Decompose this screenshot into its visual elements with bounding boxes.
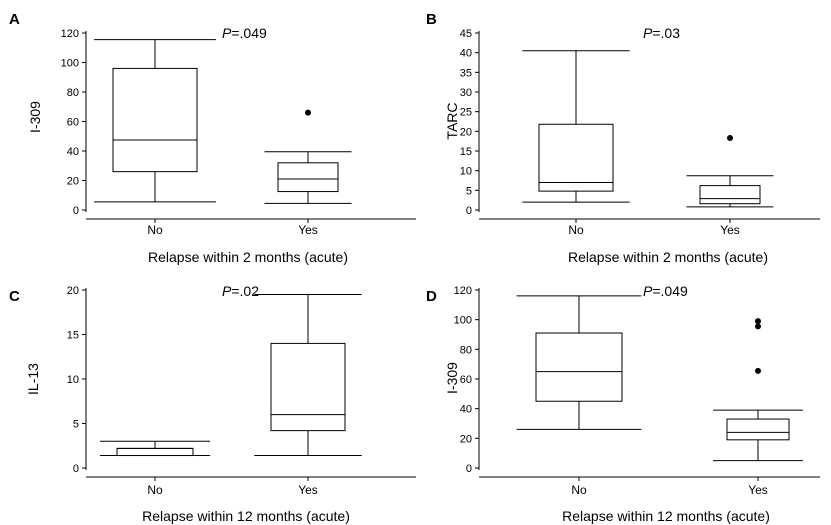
iqr-box xyxy=(112,67,198,173)
panel-letter: D xyxy=(426,288,437,305)
y-tick-label: 40 xyxy=(67,146,79,158)
y-tick-label: 80 xyxy=(67,87,79,99)
x-axis-label: Relapse within 2 months (acute) xyxy=(148,249,348,265)
iqr-box xyxy=(538,123,614,192)
iqr-box xyxy=(116,447,194,457)
y-tick-label: 0 xyxy=(73,463,79,475)
box-no xyxy=(94,39,216,203)
box-yes xyxy=(264,109,352,204)
y-tick-label: 20 xyxy=(460,126,472,138)
box-yes xyxy=(254,293,362,457)
x-tick-label: No xyxy=(147,223,163,237)
y-tick-label: 100 xyxy=(454,315,472,327)
x-tick-label: No xyxy=(571,483,587,497)
outlier-point xyxy=(305,109,311,116)
p-value-number: =.049 xyxy=(652,283,688,299)
x-tick-label: Yes xyxy=(298,223,318,237)
x-tick-label: No xyxy=(147,483,163,497)
box-yes xyxy=(686,135,774,208)
y-tick-label: 120 xyxy=(454,285,472,297)
x-axis-label: Relapse within 12 months (acute) xyxy=(562,508,770,524)
panel-letter: B xyxy=(426,11,437,28)
y-tick-label: 80 xyxy=(460,344,472,356)
x-tick-label: No xyxy=(568,223,584,237)
x-axis-label: Relapse within 12 months (acute) xyxy=(142,508,350,524)
y-tick-label: 5 xyxy=(73,419,79,431)
iqr-box xyxy=(535,332,623,402)
panel-a: A 0 20 40 60 80 100 120 I-309 No Yes Relapse within… xyxy=(9,11,416,265)
p-value-annotation: P=.02 xyxy=(222,283,259,299)
y-axis-label: I-309 xyxy=(444,362,460,394)
outlier-point xyxy=(755,323,761,330)
y-tick-label: 10 xyxy=(67,374,79,386)
y-tick-label: 5 xyxy=(466,185,472,197)
y-tick-label: 100 xyxy=(61,58,79,70)
iqr-box xyxy=(277,162,339,193)
box-no xyxy=(516,295,642,430)
panel-letter: A xyxy=(9,11,20,28)
y-tick-label: 15 xyxy=(460,146,472,158)
outlier-point xyxy=(755,318,761,325)
y-tick-label: 0 xyxy=(466,205,472,217)
y-axis-label: IL-13 xyxy=(25,363,41,395)
x-tick-label: Yes xyxy=(720,223,740,237)
y-tick-label: 25 xyxy=(460,107,472,119)
iqr-box xyxy=(699,185,761,205)
y-tick-label: 20 xyxy=(460,433,472,445)
y-tick-label: 0 xyxy=(73,205,79,217)
panel-b: B 0 5 10 15 20 25 30 35 40 45 TARC No Yes Relapse with… xyxy=(426,11,820,265)
p-value-annotation: P=.049 xyxy=(222,25,267,41)
p-value-symbol: P xyxy=(643,283,653,299)
p-value-symbol: P xyxy=(222,283,232,299)
y-tick-label: 35 xyxy=(460,67,472,79)
x-axis-label: Relapse within 2 months (acute) xyxy=(568,249,768,265)
p-value-number: =.03 xyxy=(652,25,680,41)
outlier-point xyxy=(727,135,733,142)
y-tick-label: 40 xyxy=(460,404,472,416)
y-tick-label: 0 xyxy=(466,463,472,475)
y-tick-label: 10 xyxy=(460,166,472,178)
p-value-annotation: P=.049 xyxy=(643,283,688,299)
y-tick-label: 45 xyxy=(460,28,472,40)
iqr-box xyxy=(726,418,790,441)
y-tick-label: 20 xyxy=(67,285,79,297)
y-tick-label: 60 xyxy=(460,374,472,386)
box-no xyxy=(99,440,211,457)
box-yes xyxy=(713,318,803,462)
box-no xyxy=(522,50,630,203)
panel-letter: C xyxy=(9,288,20,305)
y-tick-label: 20 xyxy=(67,176,79,188)
x-tick-label: Yes xyxy=(298,483,318,497)
y-tick-label: 40 xyxy=(460,48,472,60)
x-tick-label: Yes xyxy=(748,483,768,497)
y-axis-label: I-309 xyxy=(27,101,43,133)
p-value-symbol: P xyxy=(222,25,232,41)
iqr-box xyxy=(270,342,346,432)
p-value-annotation: P=.03 xyxy=(643,25,680,41)
y-tick-label: 60 xyxy=(67,117,79,129)
panel-d: D 0 20 40 60 80 100 120 I-309 No Yes Relapse within… xyxy=(426,283,820,524)
p-value-number: =.049 xyxy=(231,25,267,41)
y-tick-label: 30 xyxy=(460,87,472,99)
y-axis-label: TARC xyxy=(444,102,460,139)
y-tick-label: 15 xyxy=(67,330,79,342)
panel-c: C 0 5 10 15 20 IL-13 No Yes Relapse within 12 mon… xyxy=(9,283,416,524)
outlier-point xyxy=(755,367,761,374)
p-value-symbol: P xyxy=(643,25,653,41)
y-tick-label: 120 xyxy=(61,28,79,40)
p-value-number: =.02 xyxy=(231,283,259,299)
